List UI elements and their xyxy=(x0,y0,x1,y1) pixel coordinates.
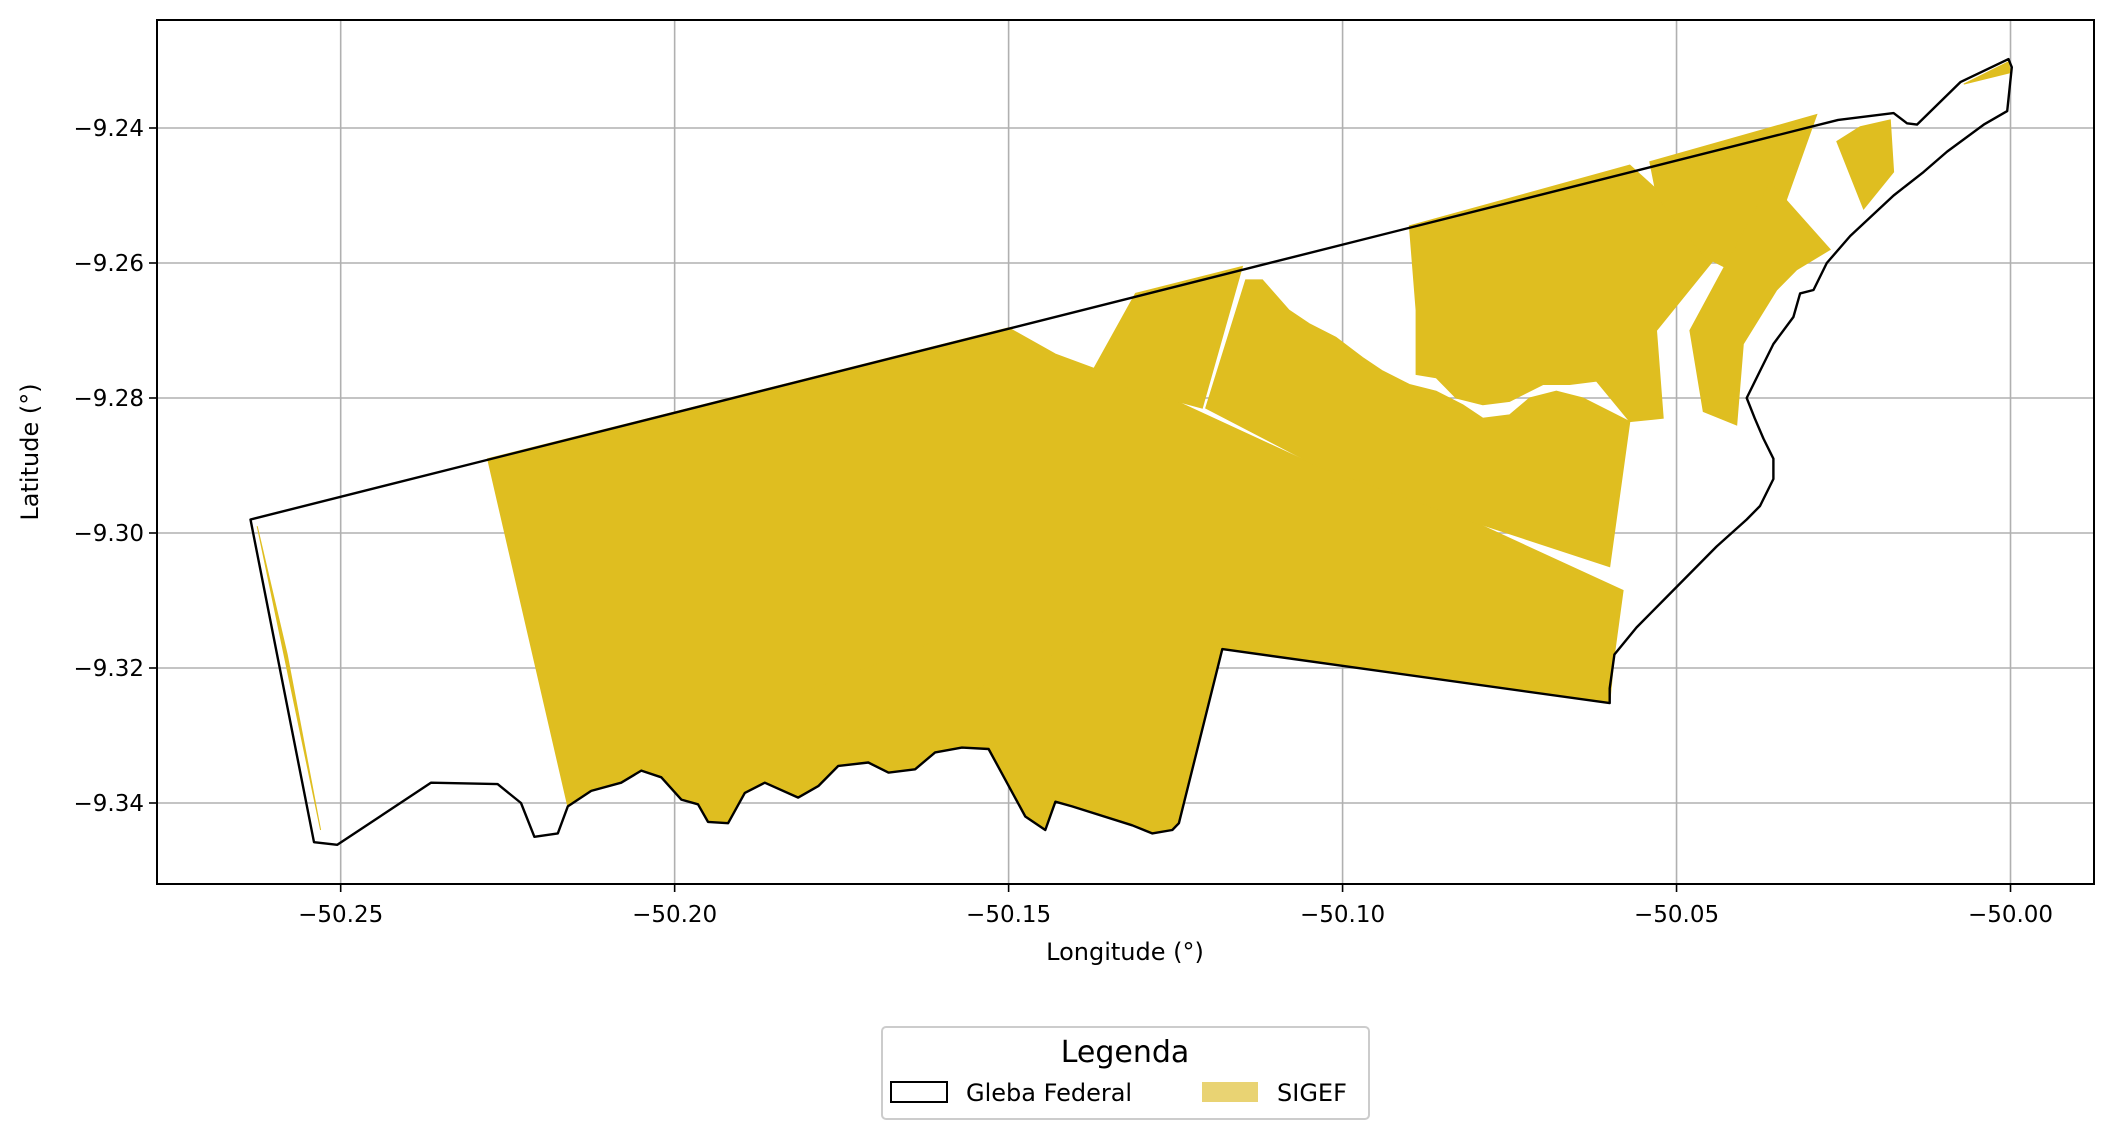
sigef-parcel-8 xyxy=(1963,61,2012,85)
y-tick-label: −9.30 xyxy=(74,521,144,547)
sigef-parcel-1 xyxy=(787,583,1117,760)
legend-swatch-sigef xyxy=(1202,1082,1258,1102)
y-tick-label: −9.26 xyxy=(74,251,144,277)
plot-frame xyxy=(156,19,2095,885)
sigef-parcel-9 xyxy=(256,526,322,831)
y-tick-label: −9.32 xyxy=(74,656,144,682)
legend-swatch-gleba-federal xyxy=(890,1081,948,1103)
sigef-parcel-7 xyxy=(1836,119,1895,210)
sigef-parcel-3 xyxy=(1205,279,1631,568)
sigef-layer xyxy=(256,61,2012,834)
sigef-parcel-2 xyxy=(1088,265,1244,409)
legend-label-sigef: SIGEF xyxy=(1277,1079,1347,1107)
legend-label-gleba-federal: Gleba Federal xyxy=(966,1079,1132,1107)
x-tick-label: −50.15 xyxy=(966,902,1051,928)
y-axis-label: Latitude (°) xyxy=(16,383,44,520)
x-axis: −50.25 −50.20 −50.15 −50.10 −50.05 −50.00 xyxy=(298,884,2053,928)
x-tick-label: −50.00 xyxy=(1968,902,2053,928)
y-tick-label: −9.28 xyxy=(74,386,144,412)
legend-title: Legenda xyxy=(1061,1035,1190,1070)
x-tick-label: −50.05 xyxy=(1634,902,1719,928)
x-tick-label: −50.10 xyxy=(1300,902,1385,928)
x-axis-label: Longitude (°) xyxy=(1046,938,1204,966)
sigef-parcel-6 xyxy=(1689,181,1831,426)
y-tick-label: −9.34 xyxy=(74,791,144,817)
gleba-federal-boundary xyxy=(249,57,2014,846)
y-tick-label: −9.24 xyxy=(74,116,144,142)
x-tick-label: −50.20 xyxy=(632,902,717,928)
gleba-federal-layer xyxy=(249,57,2014,846)
legend: Legenda Gleba Federal SIGEF xyxy=(881,1026,1370,1120)
y-axis: −9.24 −9.26 −9.28 −9.30 −9.32 −9.34 xyxy=(74,116,157,817)
x-tick-label: −50.25 xyxy=(298,902,383,928)
